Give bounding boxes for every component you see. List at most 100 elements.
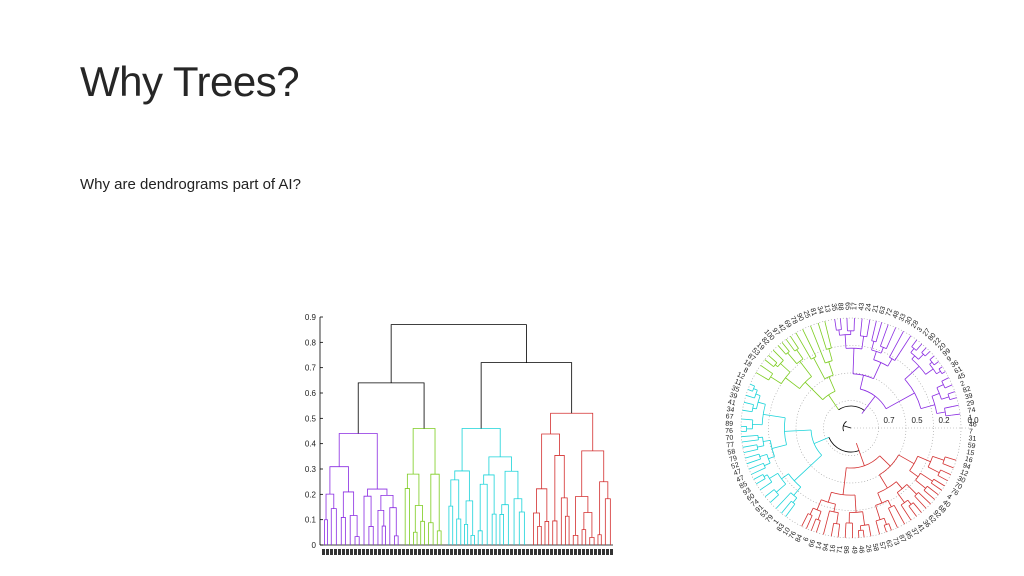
polar-link-arc (821, 499, 836, 505)
dendrogram-link (414, 505, 423, 533)
polar-link-ray (753, 474, 764, 480)
polar-link-ray (764, 489, 775, 498)
polar-link-ray (877, 492, 883, 504)
polar-link-ray (883, 518, 887, 525)
polar-leaf-label: 99 (942, 348, 953, 358)
polar-link-ray (810, 325, 820, 349)
polar-link-ray (816, 520, 821, 533)
polar-link-ray (741, 439, 759, 443)
dendrogram-link (363, 495, 372, 545)
dendrogram-link (368, 526, 374, 545)
grid-circle (740, 317, 962, 539)
leaf-label-mark (562, 549, 565, 555)
polar-link-ray (834, 319, 837, 331)
dendrogram-link (572, 534, 579, 545)
polar-link-ray (880, 347, 884, 354)
polar-leaf-label: 74 (967, 407, 976, 415)
dendrogram-link (380, 495, 394, 511)
polar-leaf-label: 74 (750, 498, 761, 508)
dendrogram-link (389, 507, 397, 545)
polar-link-ray (888, 508, 898, 528)
leaf-label-mark (610, 549, 613, 555)
polar-link-ray (801, 513, 809, 527)
polar-link-ray (837, 524, 841, 538)
polar-link-ray (952, 404, 959, 407)
polar-leaf-label: 8 (742, 367, 749, 375)
polar-link-ray (828, 361, 834, 376)
leaf-label-mark (586, 549, 589, 555)
polar-link-ray (839, 318, 842, 330)
polar-leaf-label: 91 (755, 504, 766, 514)
polar-leaf-label: 31 (968, 435, 976, 443)
dendrogram-link (342, 491, 355, 518)
polar-leaf-label: 63 (879, 306, 888, 315)
polar-leaf-labels: 88 65 17 43 24216372483330283278022209993661… (725, 302, 977, 554)
polar-link-arc (754, 390, 758, 399)
polar-link-ray (852, 348, 855, 374)
polar-link-arc (794, 348, 799, 352)
polar-link-ray (861, 395, 876, 414)
polar-link-ray (781, 500, 792, 514)
leaf-label-mark (554, 549, 557, 555)
polar-link-ray (757, 401, 766, 405)
polar-link-ray (920, 472, 933, 482)
polar-link-ray (866, 319, 871, 337)
polar-link-ray (766, 369, 773, 375)
polar-link-ray (817, 322, 827, 350)
polar-link-ray (741, 418, 751, 421)
polar-leaf-label: 57 (878, 541, 887, 550)
polar-link-ray (942, 463, 954, 469)
polar-leaf-label: 76 (949, 487, 959, 497)
polar-link-ray (949, 397, 957, 401)
polar-link-ray (752, 407, 757, 410)
polar-leaf-label: 36 (921, 519, 931, 530)
polar-link-ray (941, 396, 950, 400)
polar-link-ray (755, 372, 765, 378)
polar-link-ray (752, 396, 755, 399)
dendrogram-link (436, 530, 442, 545)
dendrogram-link (491, 513, 497, 545)
leaf-label-mark (410, 549, 413, 555)
leaf-label-mark (358, 549, 361, 555)
y-tick-label: 0.7 (305, 364, 317, 373)
polar-link-ray (741, 434, 758, 438)
polar-leaf-label: 76 (788, 530, 798, 540)
y-tick-label: 0.8 (305, 338, 317, 347)
polar-leaf-label: 41 (915, 523, 925, 533)
leaf-label-mark (530, 549, 533, 555)
polar-link-ray (755, 393, 761, 396)
polar-leaf-label: 34 (815, 306, 824, 315)
polar-leaf-label: 12 (736, 371, 746, 381)
leaf-label-mark (526, 549, 529, 555)
polar-link-ray (768, 456, 775, 460)
dendrogram-link (325, 493, 335, 520)
leaf-label-mark (486, 549, 489, 555)
polar-link-ray (760, 364, 767, 370)
polar-link-ray (745, 453, 760, 459)
polar-leaf-label: 72 (885, 308, 894, 318)
polar-link-arc (911, 346, 917, 351)
polar-link-ray (862, 530, 865, 538)
polar-leaf-label: 79 (765, 514, 775, 525)
polar-leaf-label: 29 (966, 400, 975, 408)
dendrogram-link (479, 483, 488, 545)
polar-link-arc (942, 456, 946, 464)
leaf-label-mark (366, 549, 369, 555)
polar-leaf-label: 94 (962, 462, 972, 471)
leaf-label-mark (398, 549, 401, 555)
polar-link-arc (900, 499, 908, 506)
polar-link-arc (911, 358, 926, 375)
polar-leaf-label: 42 (776, 323, 786, 333)
leaf-label-mark (502, 549, 505, 555)
leaf-label-mark (474, 549, 477, 555)
dendrogram-link (477, 530, 483, 545)
polar-link-ray (771, 444, 787, 449)
polar-leaf-label: 39 (964, 393, 973, 402)
slide-body-text: Why are dendrograms part of AI? (80, 176, 301, 193)
leaf-label-mark (518, 549, 521, 555)
polar-leaf-label: 25 (802, 310, 811, 320)
polar-leaf-label: 10 (782, 526, 792, 536)
polar-link-ray (799, 360, 812, 377)
leaf-label-mark (482, 549, 485, 555)
polar-dendrogram-links (741, 318, 961, 538)
